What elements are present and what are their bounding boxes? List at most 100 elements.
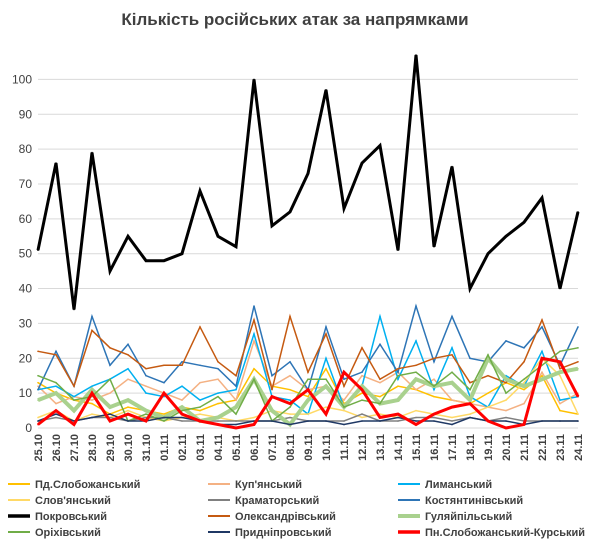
data-point (505, 416, 507, 419)
data-point (451, 423, 453, 426)
data-point (235, 374, 237, 377)
data-point (109, 378, 111, 380)
x-tick-label: 06.11 (249, 434, 261, 461)
data-point (289, 388, 291, 391)
data-point (415, 54, 417, 56)
data-point (307, 172, 309, 175)
data-point (163, 392, 165, 394)
data-point (451, 347, 453, 349)
data-point (487, 374, 489, 377)
data-point (91, 388, 93, 391)
data-point (343, 423, 345, 426)
x-tick-label: 05.11 (231, 434, 243, 461)
data-point (325, 326, 327, 328)
data-point (469, 402, 471, 405)
data-point (199, 364, 201, 367)
data-point (109, 420, 111, 422)
data-point (433, 378, 435, 380)
data-point (235, 399, 237, 401)
data-point (541, 371, 543, 374)
data-point (253, 340, 255, 342)
data-point (181, 409, 183, 412)
data-point (289, 360, 291, 363)
data-point (55, 162, 57, 164)
data-point (289, 413, 291, 415)
y-tick-label: 50 (19, 247, 33, 261)
legend-label: Слов'янський (35, 495, 111, 507)
data-point (379, 315, 381, 318)
data-point (289, 406, 291, 408)
data-point (181, 360, 183, 363)
data-point (415, 388, 417, 391)
data-point (55, 402, 57, 405)
data-point (487, 353, 489, 356)
data-point (379, 378, 381, 380)
data-point (541, 326, 543, 328)
data-point (523, 221, 525, 224)
data-point (397, 378, 399, 380)
data-point (163, 416, 165, 419)
x-tick-label: 04.11 (213, 434, 225, 461)
data-point (217, 423, 219, 426)
data-point (235, 423, 237, 426)
x-tick-label: 01.11 (159, 434, 171, 461)
data-point (199, 413, 201, 415)
data-point (217, 392, 219, 394)
data-point (415, 423, 417, 426)
x-tick-label: 26.10 (51, 434, 63, 462)
data-point (199, 326, 201, 328)
data-point (379, 381, 381, 384)
data-point (559, 374, 561, 377)
x-tick-label: 09.11 (303, 434, 315, 461)
x-tick-label: 24.11 (573, 434, 585, 461)
data-point (343, 409, 345, 412)
data-point (181, 420, 183, 422)
data-point (91, 151, 93, 154)
data-point (271, 420, 273, 422)
x-tick-label: 16.11 (429, 434, 441, 461)
data-point (37, 350, 39, 353)
data-point (397, 416, 399, 419)
data-point (451, 165, 453, 168)
data-point (253, 78, 255, 81)
data-point (217, 235, 219, 238)
data-point (253, 367, 255, 370)
data-point (217, 420, 219, 422)
data-point (541, 357, 543, 360)
data-point (523, 388, 525, 391)
legend-label: Олександрівський (235, 511, 336, 523)
data-point (37, 249, 39, 252)
data-point (433, 413, 435, 415)
data-point (523, 423, 525, 426)
data-point (55, 350, 57, 353)
legend-label: Гуляйпільський (425, 511, 512, 523)
data-point (55, 416, 57, 419)
data-point (199, 190, 201, 192)
data-point (253, 305, 255, 307)
data-point (37, 385, 39, 387)
data-point (433, 420, 435, 422)
data-point (361, 420, 363, 422)
data-point (181, 406, 183, 408)
data-point (181, 252, 183, 255)
x-tick-label: 13.11 (375, 434, 387, 461)
data-point (397, 249, 399, 252)
data-point (271, 388, 273, 391)
x-tick-label: 19.11 (483, 434, 495, 461)
data-point (397, 413, 399, 415)
data-point (37, 420, 39, 422)
data-point (433, 395, 435, 398)
data-point (163, 420, 165, 422)
data-point (289, 402, 291, 405)
data-point (361, 347, 363, 349)
data-point (559, 360, 561, 363)
data-point (37, 416, 39, 419)
data-point (163, 259, 165, 262)
data-point (541, 350, 543, 353)
data-point (361, 371, 363, 374)
data-point (73, 409, 75, 412)
x-tick-label: 22.11 (537, 434, 549, 461)
data-point (469, 287, 471, 290)
x-tick-label: 25.10 (33, 434, 45, 462)
